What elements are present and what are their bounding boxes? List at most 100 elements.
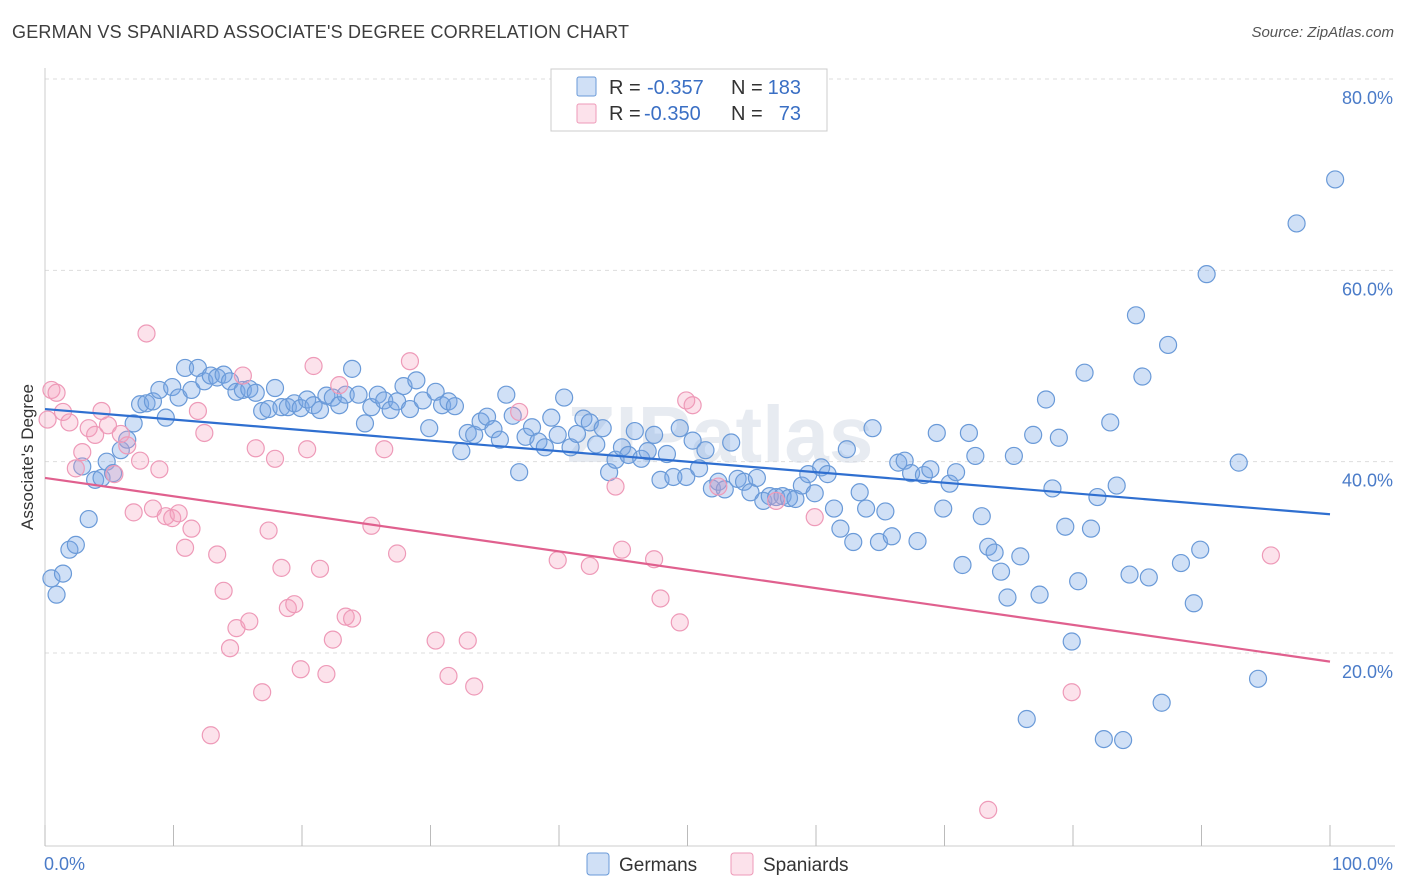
germans-point — [1094, 729, 1113, 749]
spaniards-point — [343, 609, 362, 628]
germans-point — [1069, 572, 1088, 591]
spaniards-point — [317, 664, 336, 684]
germans-point — [452, 442, 471, 461]
spaniards-point — [79, 419, 98, 438]
germans-point — [214, 365, 233, 384]
germans-point — [850, 483, 869, 502]
spaniards-point — [86, 425, 105, 444]
germans-point — [137, 394, 156, 413]
germans-point — [677, 467, 696, 487]
spaniards-point — [651, 589, 670, 608]
germans-point — [104, 464, 123, 483]
germans-point — [490, 430, 509, 449]
germans-point — [53, 564, 73, 583]
spaniards-points — [38, 324, 1280, 819]
germans-point — [1126, 306, 1146, 325]
germans-point — [1036, 390, 1056, 409]
germans-point — [1043, 479, 1062, 498]
germans-point — [1024, 425, 1043, 444]
spaniards-point — [47, 383, 66, 402]
germans-point — [946, 463, 966, 482]
germans-point — [972, 507, 991, 526]
germans-point — [844, 532, 863, 552]
germans-point — [1017, 709, 1036, 729]
spaniards-point — [150, 460, 169, 479]
spaniards-point — [336, 607, 355, 626]
spaniards-point — [169, 504, 188, 523]
spaniards-point — [38, 410, 57, 429]
germans-point — [1114, 730, 1133, 750]
spaniards-trend-line — [44, 476, 1331, 663]
germans-point — [959, 423, 979, 443]
bottom-legend-swatch-spaniards — [730, 852, 754, 876]
germans-point — [542, 408, 561, 427]
germans-point — [593, 419, 612, 438]
germans-point — [722, 433, 741, 452]
germans-point — [567, 424, 587, 444]
legend-swatch-germans — [576, 76, 597, 97]
spaniards-point — [105, 465, 124, 484]
germans-point — [587, 435, 606, 454]
germans-point — [1062, 632, 1081, 651]
x-tick-labels: 0.0% 100.0% — [44, 854, 1393, 874]
legend-n-label-germans: N = — [731, 77, 763, 99]
germans-point — [1133, 367, 1152, 386]
spaniards-point — [195, 423, 214, 443]
spaniards-point — [606, 477, 625, 496]
spaniards-point — [111, 424, 130, 444]
germans-point — [413, 391, 432, 410]
spaniards-point — [188, 401, 208, 421]
germans-point — [349, 385, 368, 404]
spaniards-point — [298, 440, 317, 459]
germans-point — [355, 414, 375, 433]
germans-point — [1120, 565, 1139, 584]
germans-point — [683, 431, 702, 450]
germans-point — [670, 419, 689, 438]
spaniards-point — [580, 556, 599, 576]
y-tick-label: 60.0% — [1342, 279, 1393, 299]
spaniards-point — [670, 613, 689, 632]
germans-point — [253, 401, 272, 421]
spaniards-point — [118, 436, 137, 455]
spaniards-point — [400, 352, 420, 371]
spaniards-point — [272, 558, 291, 577]
germans-point — [831, 519, 850, 538]
germans-point — [876, 502, 895, 521]
spaniards-point — [130, 451, 150, 470]
germans-point — [317, 386, 336, 405]
germans-point — [657, 444, 677, 464]
spaniards-point — [387, 544, 407, 563]
germans-point — [400, 399, 420, 419]
y-tick-label: 20.0% — [1342, 662, 1393, 682]
germans-point — [66, 535, 85, 554]
spaniards-point — [979, 800, 998, 819]
spaniards-point — [805, 508, 824, 527]
germans-trend-line — [44, 407, 1331, 516]
germans-point — [767, 487, 786, 507]
spaniards-point — [214, 581, 233, 600]
legend-r-germans: -0.357 — [647, 77, 704, 99]
germans-point — [1081, 519, 1101, 538]
germans-point — [625, 421, 644, 441]
spaniards-point — [323, 630, 342, 649]
germans-point — [1326, 170, 1345, 189]
spaniards-point — [465, 677, 484, 696]
spaniards-point — [709, 477, 728, 496]
spaniards-point — [330, 376, 349, 395]
germans-point — [555, 388, 574, 407]
germans-point — [1139, 568, 1158, 587]
germans-point — [330, 396, 349, 415]
germans-point — [336, 385, 355, 404]
spaniards-point — [510, 402, 529, 422]
germans-point — [1088, 487, 1107, 507]
spaniards-point — [60, 413, 79, 432]
chart-title: GERMAN VS SPANIARD ASSOCIATE'S DEGREE CO… — [12, 22, 630, 42]
y-tick-label: 40.0% — [1342, 471, 1393, 491]
axes — [44, 68, 1395, 847]
germans-point — [689, 459, 709, 478]
spaniards-point — [265, 449, 285, 468]
bottom-legend-spaniards: Spaniards — [763, 855, 849, 876]
germans-point — [1075, 363, 1094, 382]
germans-point — [1191, 540, 1210, 559]
